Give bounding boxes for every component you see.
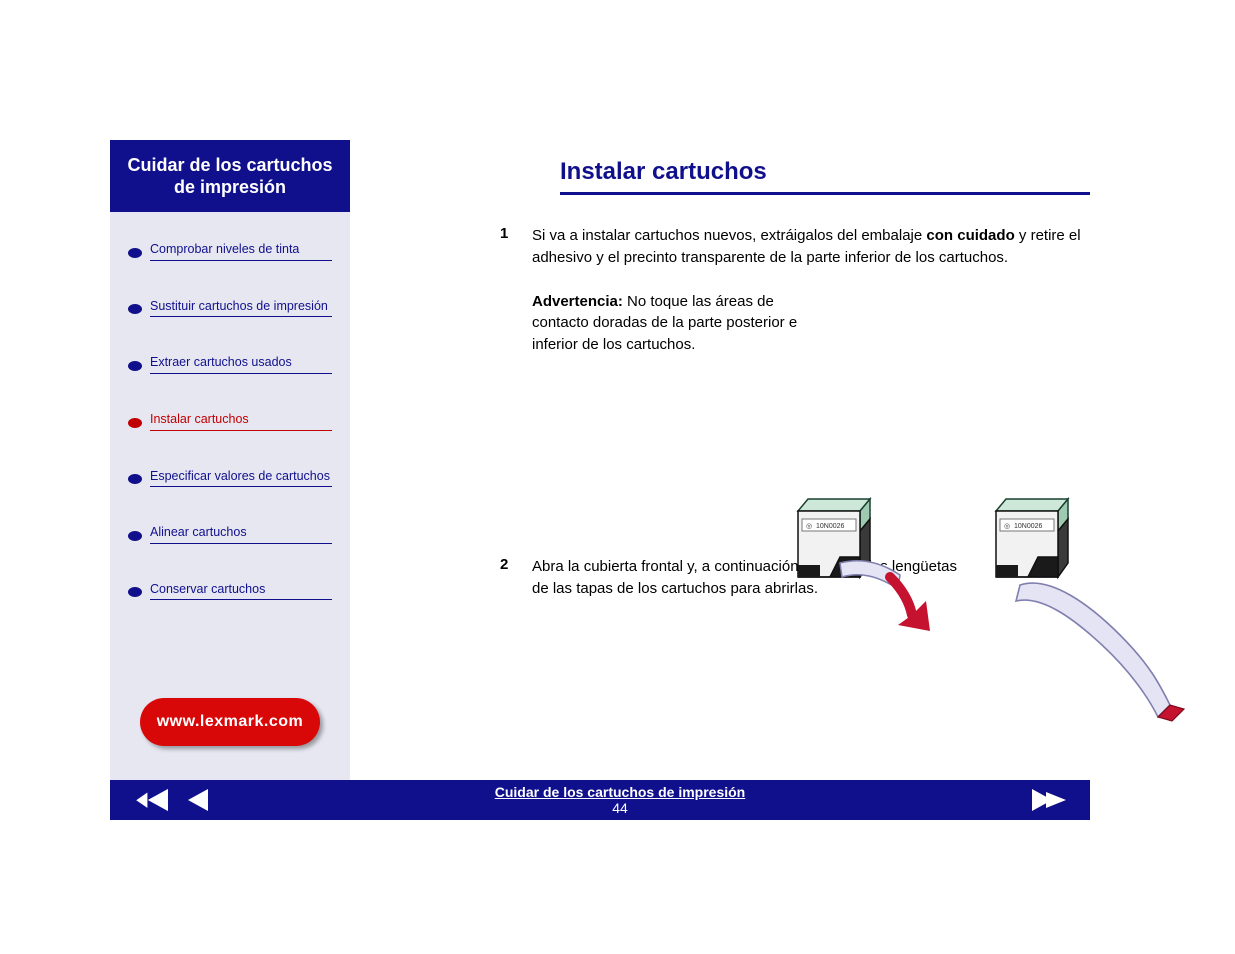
tape-removed-icon <box>1016 583 1184 721</box>
step-number: 2 <box>500 556 522 600</box>
footer-bar: Cuidar de los cartuchos de impresión 44 <box>110 780 1090 820</box>
home-button[interactable]: www.lexmark.com <box>140 698 320 746</box>
sidebar-item-0[interactable]: Comprobar niveles de tinta <box>128 242 332 261</box>
sidebar-item-5[interactable]: Alinear cartuchos <box>128 525 332 544</box>
sidebar-item-1[interactable]: Sustituir cartuchos de impresión <box>128 299 332 318</box>
svg-text:10N0026: 10N0026 <box>816 523 845 530</box>
sidebar-item-label: Conservar cartuchos <box>150 582 332 598</box>
nav-bullet-icon <box>128 248 142 258</box>
sidebar-item-6[interactable]: Conservar cartuchos <box>128 582 332 601</box>
nav-prev-button[interactable] <box>186 789 208 811</box>
nav-next-button[interactable] <box>1032 789 1066 811</box>
nav-bullet-icon <box>128 474 142 484</box>
footer-page-number: 44 <box>612 800 628 816</box>
nav-bullet-icon <box>128 587 142 597</box>
cartridge-illustration: ◎ 10N0026 ◎ 10N0026 <box>770 485 1210 725</box>
step-1: Advertencia: No toque las áreas de conta… <box>500 291 1090 356</box>
svg-text:10N0026: 10N0026 <box>1014 523 1043 530</box>
nav-bullet-icon <box>128 361 142 371</box>
sidebar-item-label: Comprobar niveles de tinta <box>150 242 332 258</box>
sidebar-item-label: Extraer cartuchos usados <box>150 355 332 371</box>
sidebar-title: Cuidar de los cartuchos de impresión <box>110 140 350 212</box>
nav-first-button[interactable] <box>134 789 168 811</box>
tape-peel-left-icon <box>840 561 930 631</box>
sidebar-item-label: Alinear cartuchos <box>150 525 332 541</box>
sidebar-item-label: Especificar valores de cartuchos <box>150 469 332 485</box>
warning-label: Advertencia: <box>532 293 623 310</box>
step-0: 1Si va a instalar cartuchos nuevos, extr… <box>500 225 1090 269</box>
step-number: 1 <box>500 225 522 269</box>
nav-bullet-icon <box>128 418 142 428</box>
sidebar-item-2[interactable]: Extraer cartuchos usados <box>128 355 332 374</box>
footer-title[interactable]: Cuidar de los cartuchos de impresión <box>495 784 746 800</box>
cartridge-left-label: ◎ <box>806 523 812 530</box>
sidebar-item-label: Sustituir cartuchos de impresión <box>150 299 332 315</box>
title-rule <box>560 192 1090 195</box>
sidebar-item-4[interactable]: Especificar valores de cartuchos <box>128 469 332 488</box>
sidebar-nav: Comprobar niveles de tinta Sustituir cart… <box>110 212 350 648</box>
cartridge-right-icon: ◎ 10N0026 <box>996 499 1068 577</box>
svg-text:◎: ◎ <box>1004 523 1010 530</box>
nav-bullet-icon <box>128 304 142 314</box>
step-warning: Advertencia: No toque las áreas de conta… <box>532 291 832 356</box>
footer-center: Cuidar de los cartuchos de impresión 44 <box>208 784 1032 816</box>
page-title: Instalar cartuchos <box>560 158 1090 186</box>
sidebar: Cuidar de los cartuchos de impresión Com… <box>110 140 350 780</box>
step-text: Si va a instalar cartuchos nuevos, extrá… <box>532 225 1090 269</box>
sidebar-item-3[interactable]: Instalar cartuchos <box>128 412 332 431</box>
sidebar-item-label: Instalar cartuchos <box>150 412 332 428</box>
nav-bullet-icon <box>128 531 142 541</box>
